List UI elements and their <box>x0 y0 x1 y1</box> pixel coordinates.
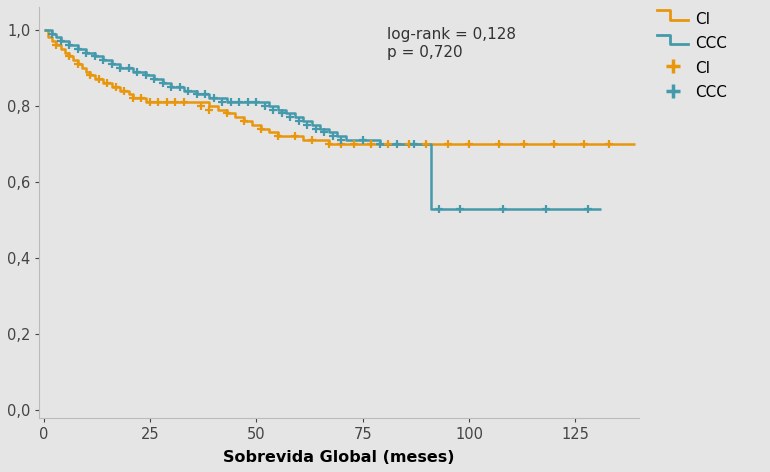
X-axis label: Sobrevida Global (meses): Sobrevida Global (meses) <box>223 450 455 465</box>
Text: log-rank = 0,128
p = 0,720: log-rank = 0,128 p = 0,720 <box>387 27 516 60</box>
Legend: CI, CCC, CI, CCC: CI, CCC, CI, CCC <box>653 6 732 105</box>
